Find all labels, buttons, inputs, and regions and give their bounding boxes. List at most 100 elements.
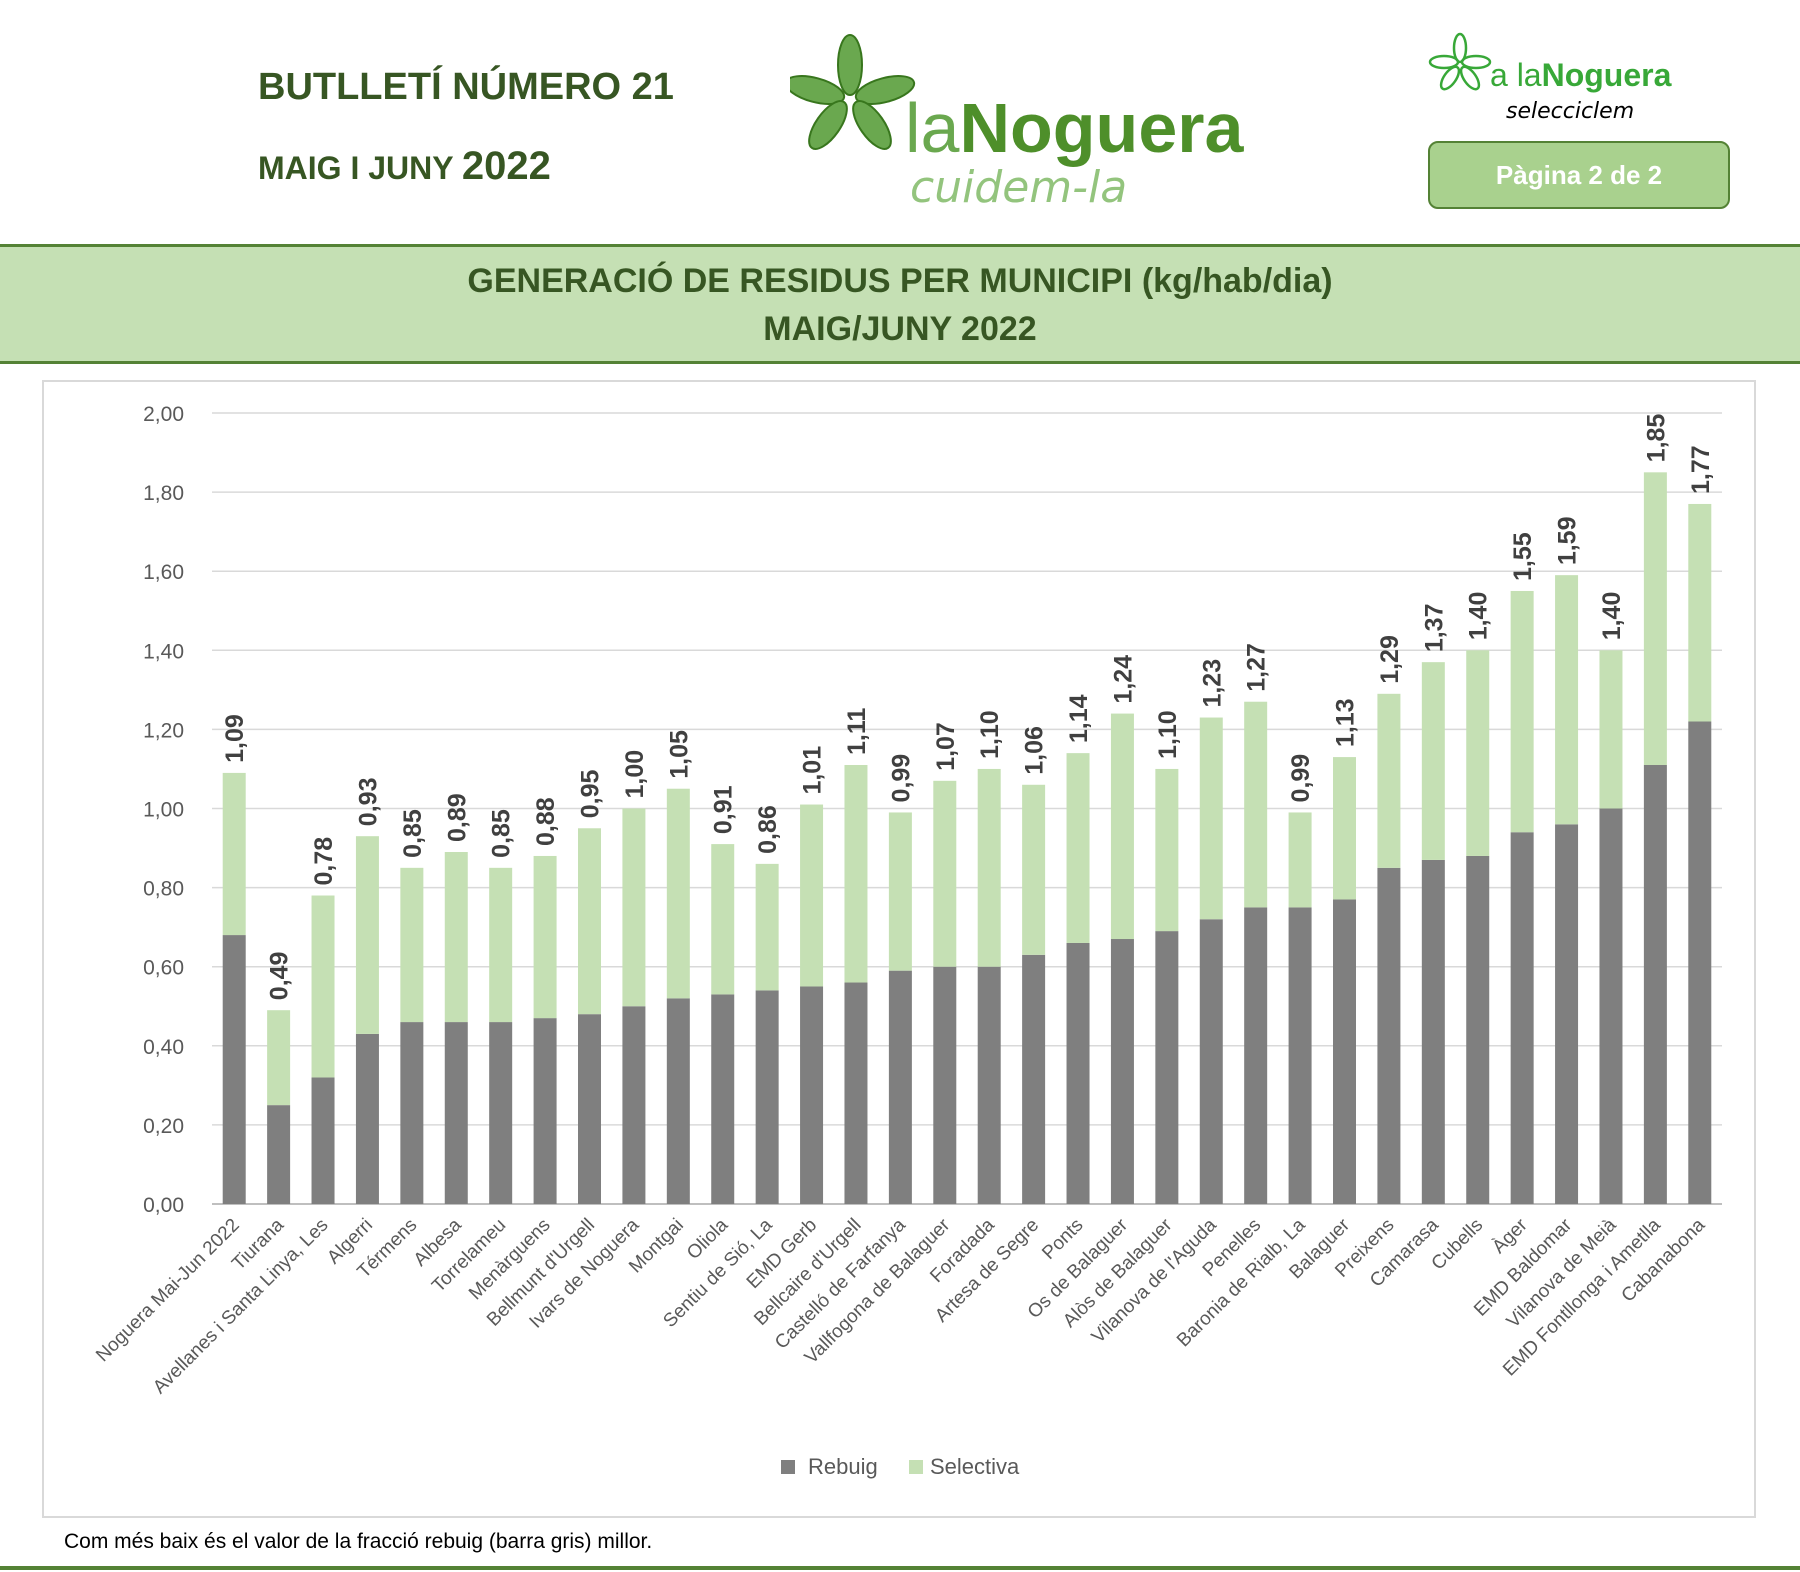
bar-selectiva xyxy=(1110,713,1134,940)
data-label: 1,59 xyxy=(1554,516,1582,565)
chart-subtitle: MAIG/JUNY 2022 xyxy=(763,310,1037,348)
bar-rebuig xyxy=(267,1105,291,1204)
bar-selectiva xyxy=(1022,784,1046,955)
bar-rebuig xyxy=(755,990,779,1204)
bar-selectiva xyxy=(1555,575,1579,825)
bar-rebuig xyxy=(711,994,735,1204)
svg-text:cuidem-la: cuidem-la xyxy=(910,162,1127,213)
data-label: 1,37 xyxy=(1420,603,1448,652)
data-label: 1,29 xyxy=(1376,635,1404,684)
data-label: 1,23 xyxy=(1198,659,1226,708)
y-tick-label: 1,60 xyxy=(143,561,184,584)
y-tick-label: 1,40 xyxy=(143,640,184,663)
bar-selectiva xyxy=(755,863,779,991)
data-label: 0,89 xyxy=(443,793,471,842)
data-label: 1,11 xyxy=(843,708,871,755)
data-label: 1,14 xyxy=(1065,694,1093,743)
data-label: 1,13 xyxy=(1332,698,1360,747)
chart-title: GENERACIÓ DE RESIDUS PER MUNICIPI (kg/ha… xyxy=(467,262,1333,300)
bar-rebuig xyxy=(1421,859,1445,1204)
y-tick-label: 1,00 xyxy=(143,799,184,822)
bar-selectiva xyxy=(578,828,601,1015)
bar-selectiva xyxy=(444,852,468,1023)
bar-rebuig xyxy=(1510,832,1534,1204)
bar-rebuig xyxy=(355,1033,379,1204)
footnote: Com més baix és el valor de la fracció r… xyxy=(64,1530,653,1553)
period-months: MAIG I JUNY xyxy=(258,150,453,186)
bar-selectiva xyxy=(1288,812,1312,908)
selecciclem-logo: a laNoguera selecciclem xyxy=(1428,32,1672,124)
bar-rebuig xyxy=(1155,931,1179,1204)
bar-selectiva xyxy=(489,867,513,1023)
bar-selectiva xyxy=(355,836,379,1034)
bar-selectiva xyxy=(711,844,735,995)
bar-rebuig xyxy=(489,1022,513,1204)
bar-rebuig xyxy=(888,970,912,1204)
chart-title-band: GENERACIÓ DE RESIDUS PER MUNICIPI (kg/ha… xyxy=(0,244,1800,364)
bar-rebuig xyxy=(800,986,824,1204)
data-label: 1,85 xyxy=(1642,414,1670,463)
bar-selectiva xyxy=(933,780,957,967)
data-label: 1,77 xyxy=(1687,445,1715,494)
legend-swatch-rebuig xyxy=(781,1460,795,1474)
bar-rebuig xyxy=(222,935,246,1204)
legend-swatch-selectiva xyxy=(909,1460,923,1474)
data-label: 0,88 xyxy=(532,797,560,846)
bar-selectiva xyxy=(977,768,1001,967)
data-label: 1,10 xyxy=(1154,710,1182,759)
bar-selectiva xyxy=(1377,693,1401,868)
bar-selectiva xyxy=(1421,662,1445,860)
data-label: 1,24 xyxy=(1109,655,1137,704)
data-label: 1,05 xyxy=(665,730,693,779)
data-label: 0,99 xyxy=(1287,754,1315,803)
svg-text:selecciclem: selecciclem xyxy=(1506,99,1634,124)
data-label: 0,91 xyxy=(710,785,738,834)
bar-rebuig xyxy=(1688,721,1712,1204)
bar-rebuig xyxy=(311,1077,335,1204)
bottom-divider xyxy=(0,1566,1800,1570)
bulletin-period: MAIG I JUNY 2022 xyxy=(258,144,551,189)
y-tick-label: 0,40 xyxy=(143,1036,184,1059)
data-label: 0,86 xyxy=(754,805,782,854)
bar-selectiva xyxy=(1333,757,1356,900)
bar-rebuig xyxy=(977,966,1001,1204)
bar-selectiva xyxy=(1199,717,1223,920)
bar-rebuig xyxy=(1110,939,1134,1204)
bar-selectiva xyxy=(1155,768,1179,932)
bar-selectiva xyxy=(622,808,646,1007)
bar-selectiva xyxy=(1066,753,1090,943)
data-label: 0,85 xyxy=(488,809,516,858)
legend-label-selectiva: Selectiva xyxy=(930,1454,1020,1479)
y-tick-label: 1,80 xyxy=(143,482,184,505)
bar-rebuig xyxy=(578,1014,601,1204)
bar-rebuig xyxy=(1244,907,1268,1204)
chart-frame xyxy=(42,380,1756,1518)
bar-rebuig xyxy=(1199,919,1223,1204)
bar-selectiva xyxy=(800,804,824,987)
data-label: 1,40 xyxy=(1465,592,1493,641)
legend-label-rebuig: Rebuig xyxy=(808,1454,878,1479)
bulletin-title: BUTLLETÍ NÚMERO 21 xyxy=(258,66,674,108)
bar-rebuig xyxy=(622,1006,646,1204)
data-label: 0,85 xyxy=(399,809,427,858)
bar-selectiva xyxy=(844,764,868,983)
data-label: 1,10 xyxy=(976,710,1004,759)
bar-selectiva xyxy=(400,867,424,1023)
bar-rebuig xyxy=(400,1022,424,1204)
bar-selectiva xyxy=(1244,701,1268,908)
bar-rebuig xyxy=(1022,954,1046,1204)
y-tick-label: 0,00 xyxy=(143,1194,184,1217)
page-indicator-badge: Pàgina 2 de 2 xyxy=(1428,141,1730,209)
bar-rebuig xyxy=(444,1022,468,1204)
bar-selectiva xyxy=(1466,650,1490,856)
bar-selectiva xyxy=(666,788,690,999)
bar-rebuig xyxy=(1288,907,1312,1204)
bar-selectiva xyxy=(1599,650,1623,809)
bar-rebuig xyxy=(1377,867,1401,1204)
data-label: 1,07 xyxy=(932,722,960,771)
bar-selectiva xyxy=(267,1010,291,1106)
svg-text:laNoguera: laNoguera xyxy=(905,89,1244,167)
data-label: 0,78 xyxy=(310,837,338,886)
bar-rebuig xyxy=(933,966,957,1204)
bar-selectiva xyxy=(1643,472,1667,765)
